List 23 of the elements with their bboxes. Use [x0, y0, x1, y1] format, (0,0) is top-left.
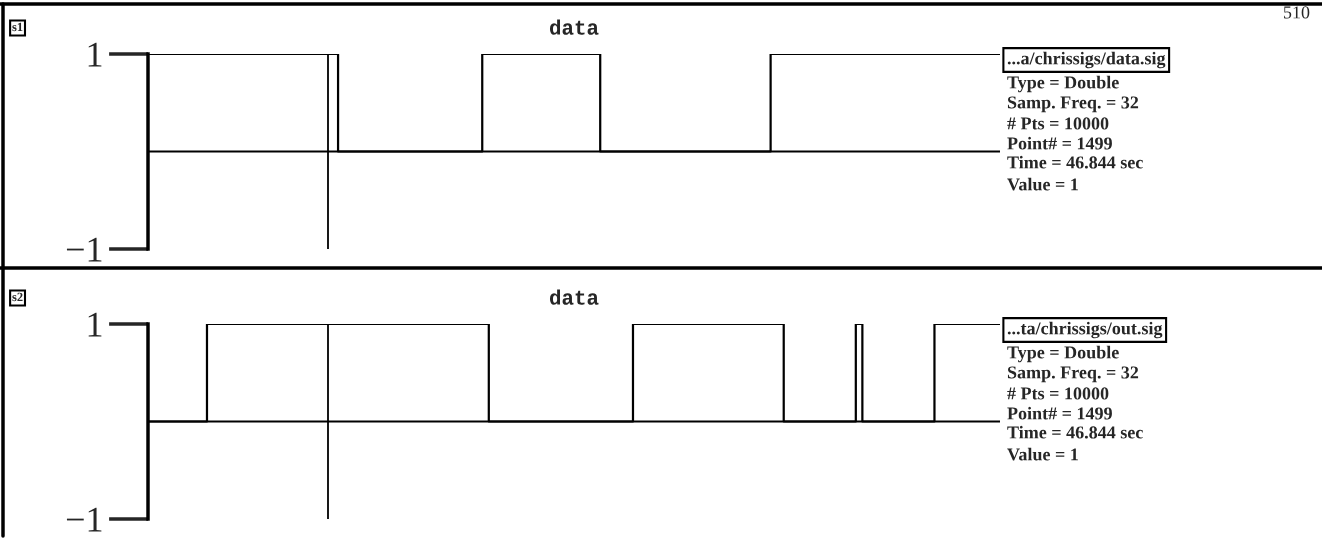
text: Samp. Freq. = 32	[1007, 96, 1139, 113]
text: # Pts = 10000	[1007, 387, 1109, 400]
text: # Pts = 10000	[1007, 117, 1109, 130]
text: Samp. Freq. = 32	[1007, 366, 1139, 383]
text: ...ta/chrissigs/out.sig	[1007, 321, 1163, 339]
text: ...a/chrissigs/data.sig	[1007, 51, 1166, 69]
chart-title: data	[549, 19, 599, 35]
text: Time = 46.844 sec	[1007, 155, 1143, 169]
y-tick-label: −1	[66, 237, 102, 262]
text: Type = Double	[1007, 345, 1119, 363]
y-tick-label: −1	[66, 507, 102, 532]
text: s2	[12, 292, 23, 302]
text: s1	[12, 22, 23, 32]
text: Point# = 1499	[1007, 406, 1112, 420]
text: Time = 46.844 sec	[1007, 425, 1143, 439]
text: Value = 1	[1007, 177, 1078, 191]
text: Point# = 1499	[1007, 136, 1112, 150]
text: Type = Double	[1007, 75, 1119, 93]
y-tick-label: 1	[88, 312, 102, 337]
text: 510	[1283, 6, 1310, 19]
chart-title: data	[549, 289, 599, 305]
text: Value = 1	[1007, 447, 1078, 461]
y-tick-label: 1	[88, 42, 102, 67]
